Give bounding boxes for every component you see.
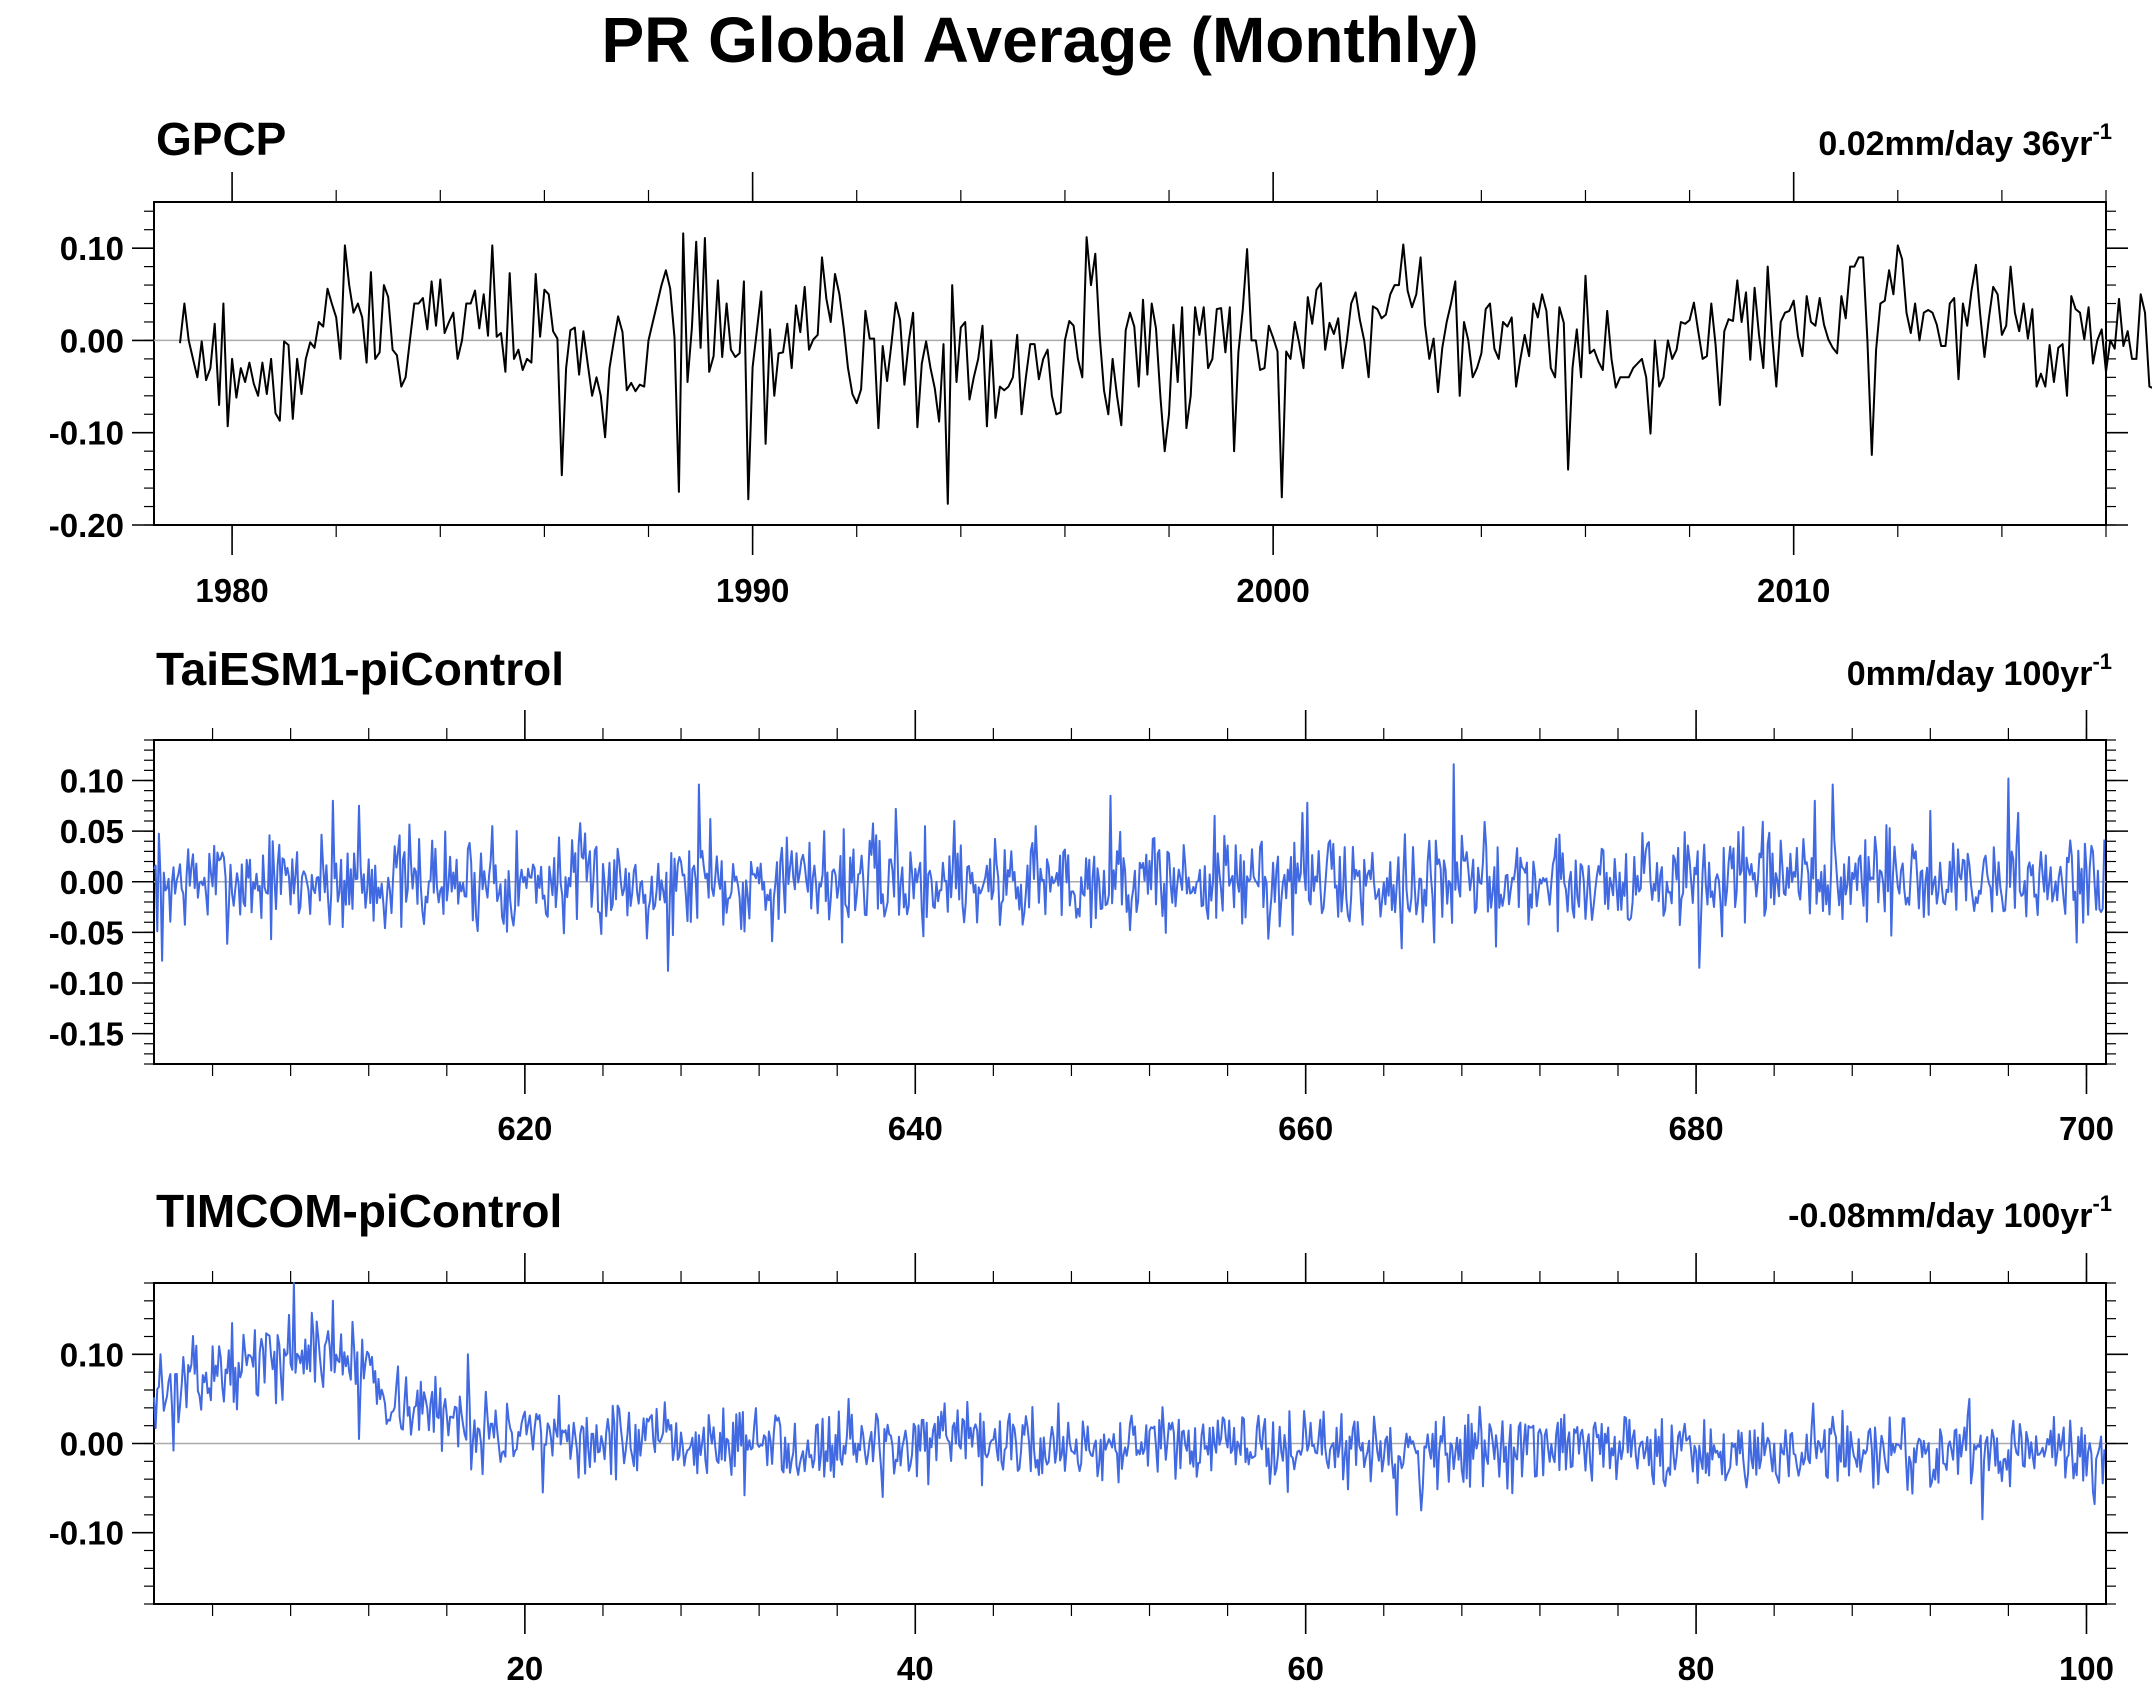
x-tick-label: 1980 bbox=[195, 572, 268, 609]
plot-frame bbox=[153, 739, 2107, 1065]
trend-label: 0mm/day 100yr-1 bbox=[1847, 649, 2112, 693]
trend-exponent: -1 bbox=[2092, 1191, 2112, 1216]
trend-label: -0.08mm/day 100yr-1 bbox=[1788, 1191, 2112, 1235]
x-tick-label: 700 bbox=[2059, 1110, 2114, 1147]
x-tick-label: 620 bbox=[497, 1110, 552, 1147]
y-tick-label: 0.10 bbox=[60, 763, 124, 800]
y-tick-label: -0.10 bbox=[49, 1515, 124, 1552]
x-tick-label: 20 bbox=[507, 1650, 544, 1687]
x-tick-label: 60 bbox=[1287, 1650, 1324, 1687]
x-tick-label: 1990 bbox=[716, 572, 789, 609]
x-tick-label: 660 bbox=[1278, 1110, 1333, 1147]
y-tick-label: 0.10 bbox=[60, 1336, 124, 1373]
x-tick-label: 40 bbox=[897, 1650, 934, 1687]
y-tick-label: -0.05 bbox=[49, 914, 124, 951]
series-line bbox=[153, 763, 2106, 972]
y-tick-label: 0.05 bbox=[60, 813, 124, 850]
panel-title: GPCP bbox=[156, 113, 286, 165]
series-line bbox=[179, 232, 2152, 505]
y-tick-label: 0.00 bbox=[60, 864, 124, 901]
trend-label: 0.02mm/day 36yr-1 bbox=[1818, 119, 2112, 163]
plot-frame bbox=[153, 201, 2107, 526]
series-line bbox=[153, 1282, 2106, 1521]
y-tick-label: 0.10 bbox=[60, 230, 124, 267]
panel-2: TaiESM1-piControl 0mm/day 100yr-1 0.10 0.05… bbox=[49, 643, 2128, 1147]
x-tick-label: 680 bbox=[1669, 1110, 1724, 1147]
panel-3: TIMCOM-piControl -0.08mm/day 100yr-1 0.10 0… bbox=[49, 1185, 2128, 1687]
panels: GPCP 0.02mm/day 36yr-1 0.10 0.00 -0.10 -0.20 1… bbox=[49, 113, 2152, 1687]
y-tick-label: 0.00 bbox=[60, 322, 124, 359]
y-tick-label: -0.10 bbox=[49, 415, 124, 452]
y-tick-label: 0.00 bbox=[60, 1426, 124, 1463]
y-tick-label: -0.15 bbox=[49, 1016, 124, 1053]
trend-exponent: -1 bbox=[2092, 649, 2112, 674]
panel-title: TaiESM1-piControl bbox=[156, 643, 564, 695]
x-tick-label: 80 bbox=[1678, 1650, 1715, 1687]
panel-title: TIMCOM-piControl bbox=[156, 1185, 562, 1237]
figure-title: PR Global Average (Monthly) bbox=[601, 4, 1478, 76]
y-tick-label: -0.10 bbox=[49, 965, 124, 1002]
x-tick-label: 2000 bbox=[1236, 572, 1309, 609]
panel-1: GPCP 0.02mm/day 36yr-1 0.10 0.00 -0.10 -0.20 1… bbox=[49, 113, 2152, 609]
x-tick-label: 100 bbox=[2059, 1650, 2114, 1687]
trend-exponent: -1 bbox=[2092, 119, 2112, 144]
x-tick-label: 2010 bbox=[1757, 572, 1830, 609]
x-tick-label: 640 bbox=[888, 1110, 943, 1147]
y-tick-label: -0.20 bbox=[49, 507, 124, 544]
